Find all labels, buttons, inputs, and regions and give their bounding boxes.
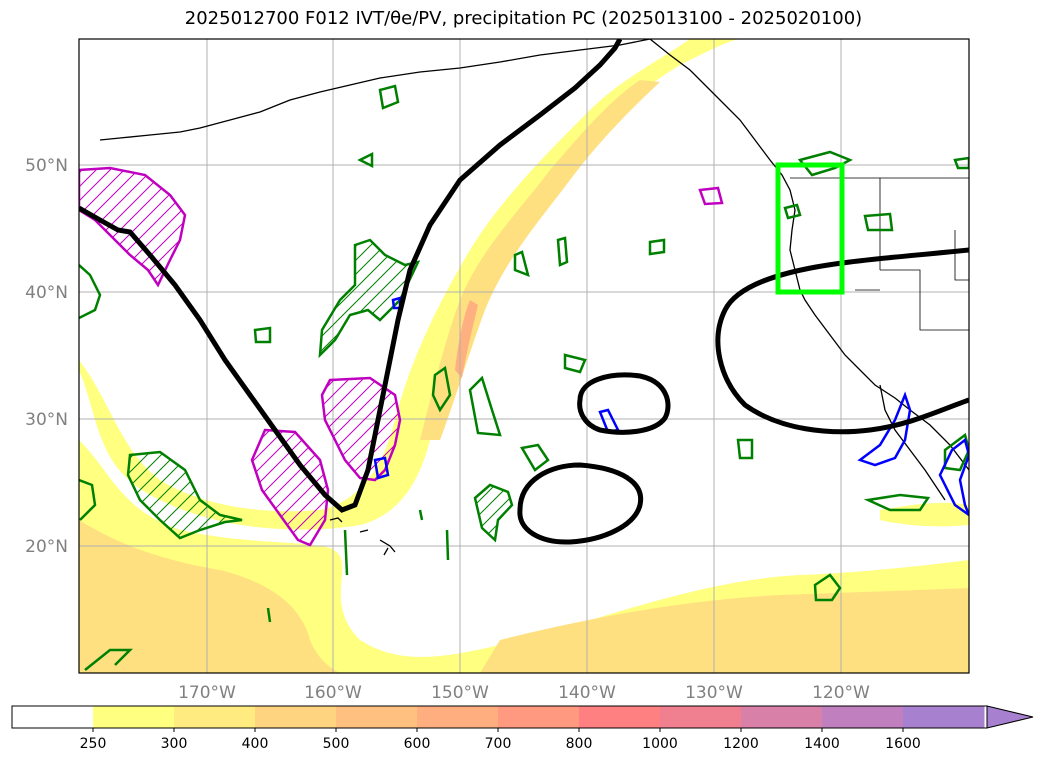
ivt-subtropical-mid	[79, 520, 340, 673]
pv-contour-21	[783, 203, 802, 220]
pv-contour-25	[266, 509, 450, 623]
colorbar-label: 300	[161, 736, 188, 752]
neg-contour-4	[373, 456, 390, 480]
lon-label-150w: 150°W	[431, 683, 489, 703]
ivt-subtropical-mid-east	[480, 588, 969, 673]
lon-label-140w: 140°W	[558, 683, 616, 703]
pv-contour-6	[378, 84, 400, 110]
ivt-band-max	[455, 300, 478, 378]
colorbar-label: 600	[404, 736, 431, 752]
colorbar: 250 300 400 500 600 700 800 1000 1200 1400 1600	[11, 705, 1034, 752]
lat-label-20: 20°N	[25, 537, 68, 557]
coastlines	[99, 39, 969, 556]
colorbar-swatch	[903, 706, 985, 728]
pv-contour-18	[863, 493, 931, 512]
lon-label-170w: 170°W	[178, 683, 236, 703]
pv-contour-2	[318, 238, 421, 359]
pv-contour-10	[513, 250, 530, 278]
precip-contours	[79, 166, 724, 547]
pv-contour-17	[813, 573, 842, 602]
baja-coast	[879, 384, 946, 501]
lon-labels: 170°W 160°W 150°W 140°W 130°W 120°W	[178, 683, 870, 703]
pv-contour-1	[126, 450, 243, 540]
colorbar-label: 500	[323, 736, 350, 752]
colorbar-swatch	[660, 706, 742, 728]
pv-contour-15	[648, 238, 666, 256]
neg-contour-3	[938, 437, 969, 517]
theta-e-loop-2	[517, 462, 644, 545]
neg-contour-2	[857, 391, 912, 467]
map-panel	[79, 39, 969, 673]
colorbar-swatch	[579, 706, 661, 728]
colorbar-swatch	[255, 706, 337, 728]
colorbar-swatch	[174, 706, 256, 728]
theta-e-east	[715, 247, 969, 435]
colorbar-label: 1600	[885, 736, 921, 752]
colorbar-label: 400	[242, 736, 269, 752]
lon-label-160w: 160°W	[304, 683, 362, 703]
pv-contour-3	[79, 264, 102, 320]
colorbar-swatch	[741, 706, 823, 728]
precip-contour-3	[250, 428, 330, 547]
pv-contour-11	[556, 236, 569, 267]
lat-labels: 50°N 40°N 30°N 20°N	[25, 156, 68, 557]
lat-label-50: 50°N	[25, 156, 68, 176]
hawaii-islands	[329, 517, 396, 556]
colorbar-label: 700	[485, 736, 512, 752]
theta-e-contours	[79, 39, 969, 545]
pv-contour-24	[84, 648, 134, 671]
map-frame	[78, 38, 970, 674]
canada-coast	[649, 39, 969, 471]
pv-contour-13	[520, 443, 550, 472]
pv-contour-4	[79, 478, 97, 521]
theta-e-main	[79, 39, 623, 513]
lon-label-120w: 120°W	[812, 683, 870, 703]
colorbar-label: 1400	[804, 736, 840, 752]
colorbar-label: 250	[80, 736, 107, 752]
pv-contour-12	[563, 353, 587, 374]
pv-contour-8	[431, 365, 452, 413]
colorbar-label: 1000	[642, 736, 678, 752]
colorbar-swatch	[822, 706, 904, 728]
colorbar-label: 800	[566, 736, 593, 752]
colorbar-labels: 250 300 400 500 600 700 800 1000 1200 1400 1600	[80, 728, 921, 752]
map-title: 2025012700 F012 IVT/θe/PV, precipitation…	[184, 8, 863, 29]
lon-label-130w: 130°W	[685, 683, 743, 703]
target-region-box	[775, 162, 845, 295]
alaska-coast	[99, 39, 651, 141]
colorbar-swatch	[498, 706, 580, 728]
colorbar-frame	[11, 705, 988, 729]
pv-contour-19	[863, 212, 894, 232]
pv-contour-5	[253, 326, 272, 344]
precip-contour-4	[698, 186, 724, 206]
pv-contour-23	[953, 156, 969, 170]
pv-contour-16	[736, 438, 754, 460]
us-borders	[790, 177, 969, 331]
pv-contour-7	[357, 151, 374, 169]
colorbar-swatch	[336, 706, 418, 728]
lat-label-40: 40°N	[25, 283, 68, 303]
colorbar-arrow	[986, 705, 1034, 729]
colorbar-swatch	[12, 706, 94, 728]
pv-contour-9	[468, 375, 502, 437]
pv-contour-14	[473, 483, 514, 543]
colorbar-swatch	[93, 706, 175, 728]
colorbar-swatch	[417, 706, 499, 728]
pv-contours	[79, 84, 969, 671]
theta-e-loop-1	[577, 372, 671, 435]
lat-label-30: 30°N	[25, 410, 68, 430]
colorbar-label: 1200	[723, 736, 759, 752]
colorbar-swatches	[12, 706, 985, 728]
